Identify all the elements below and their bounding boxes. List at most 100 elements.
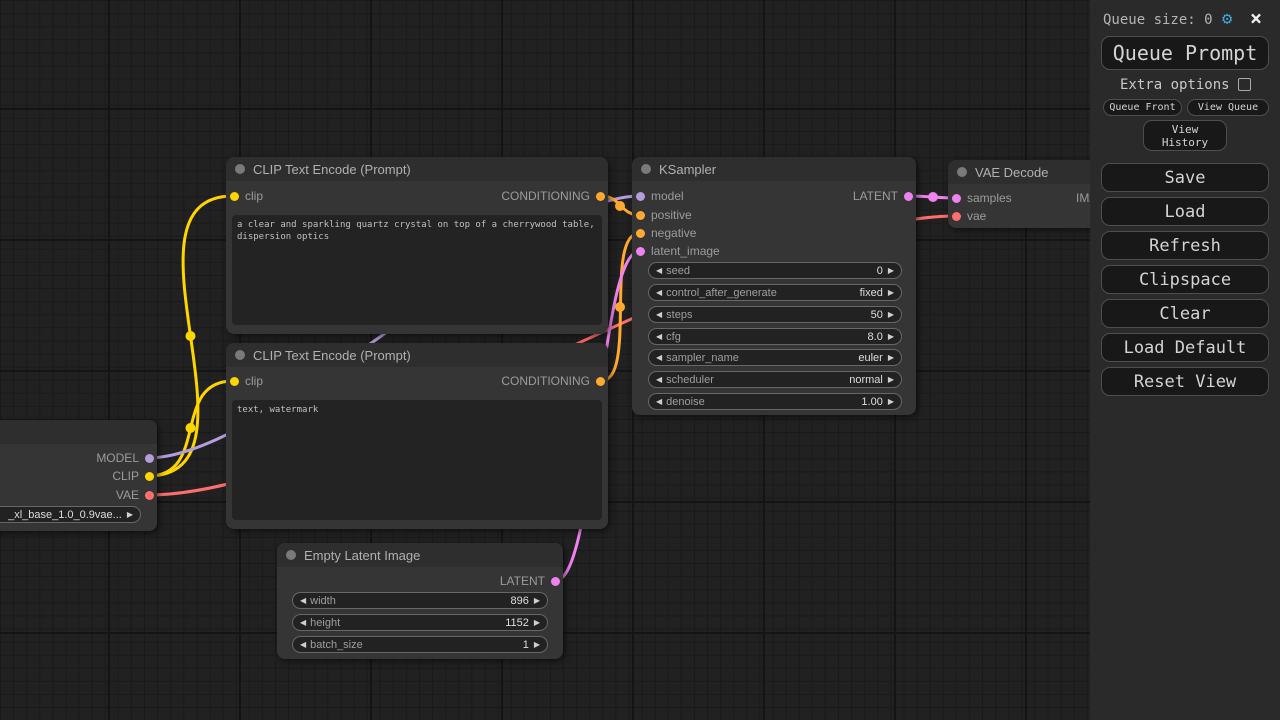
output-latent[interactable]: LATENT bbox=[500, 574, 560, 588]
conditioning-port-dot[interactable] bbox=[596, 191, 605, 201]
input-model[interactable]: model bbox=[636, 189, 684, 203]
close-icon[interactable]: × bbox=[1250, 6, 1263, 30]
queue-prompt-button[interactable]: Queue Prompt bbox=[1101, 36, 1269, 70]
width-widget[interactable]: ◀ width 896 ▶ bbox=[292, 592, 548, 609]
input-clip[interactable]: clip bbox=[230, 374, 263, 388]
widget-left-arrow-icon[interactable]: ◀ bbox=[656, 331, 663, 341]
widget-right-arrow-icon[interactable]: ▶ bbox=[887, 396, 894, 406]
widget-right-arrow-icon[interactable]: ▶ bbox=[887, 287, 894, 297]
collapse-dot[interactable] bbox=[641, 164, 651, 174]
widget-left-arrow-icon[interactable]: ◀ bbox=[656, 352, 663, 362]
collapse-dot[interactable] bbox=[235, 350, 245, 360]
node-empty-latent-image[interactable]: Empty Latent Image LATENT ◀ width 896 ▶ … bbox=[277, 543, 563, 659]
output-conditioning[interactable]: CONDITIONING bbox=[501, 374, 605, 388]
widget-right-arrow-icon[interactable]: ▶ bbox=[887, 309, 894, 319]
node-titlebar[interactable]: Empty Latent Image bbox=[277, 543, 563, 567]
widget-right-arrow-icon[interactable]: ▶ bbox=[887, 352, 894, 362]
batch-size-widget[interactable]: ◀ batch_size 1 ▶ bbox=[292, 636, 548, 653]
latent-port-dot[interactable] bbox=[952, 193, 961, 203]
load-button[interactable]: Load bbox=[1101, 197, 1269, 226]
widget-left-arrow-icon[interactable]: ◀ bbox=[300, 639, 307, 649]
negative-prompt-textarea[interactable]: text, watermark bbox=[232, 400, 602, 520]
node-clip-text-encode-negative[interactable]: CLIP Text Encode (Prompt) clip CONDITION… bbox=[226, 343, 608, 529]
node-titlebar[interactable] bbox=[0, 420, 157, 444]
load-default-button[interactable]: Load Default bbox=[1101, 333, 1269, 362]
widget-left-arrow-icon[interactable]: ◀ bbox=[300, 595, 307, 605]
collapse-dot[interactable] bbox=[286, 550, 296, 560]
widget-right-arrow-icon[interactable]: ▶ bbox=[887, 331, 894, 341]
clip-port-dot[interactable] bbox=[145, 471, 154, 481]
widget-left-arrow-icon[interactable]: ◀ bbox=[656, 265, 663, 275]
input-latent-image[interactable]: latent_image bbox=[636, 244, 720, 258]
input-positive[interactable]: positive bbox=[636, 208, 692, 222]
cfg-widget[interactable]: ◀ cfg 8.0 ▶ bbox=[648, 328, 902, 345]
input-negative[interactable]: negative bbox=[636, 226, 696, 240]
node-clip-text-encode-positive[interactable]: CLIP Text Encode (Prompt) clip CONDITION… bbox=[226, 157, 608, 334]
widget-right-arrow-icon[interactable]: ▶ bbox=[887, 265, 894, 275]
ckpt-name-widget[interactable]: _xl_base_1.0_0.9vae... ▶ bbox=[0, 506, 141, 523]
reset-view-button[interactable]: Reset View bbox=[1101, 367, 1269, 396]
input-clip[interactable]: clip bbox=[230, 189, 263, 203]
positive-prompt-textarea[interactable]: a clear and sparkling quartz crystal on … bbox=[232, 215, 602, 325]
seed-widget[interactable]: ◀ seed 0 ▶ bbox=[648, 262, 902, 279]
widget-left-arrow-icon[interactable]: ◀ bbox=[656, 287, 663, 297]
scheduler-widget[interactable]: ◀ scheduler normal ▶ bbox=[648, 371, 902, 388]
clipspace-button[interactable]: Clipspace bbox=[1101, 265, 1269, 294]
conditioning-port-dot[interactable] bbox=[636, 228, 645, 238]
output-model[interactable]: MODEL bbox=[96, 451, 154, 465]
view-queue-button[interactable]: View Queue bbox=[1187, 99, 1269, 116]
widget-right-arrow-icon[interactable]: ▶ bbox=[126, 509, 133, 519]
conditioning-port-dot[interactable] bbox=[636, 210, 645, 220]
widget-label: sampler_name bbox=[666, 351, 739, 364]
conditioning-port-dot[interactable] bbox=[596, 376, 605, 386]
node-titlebar[interactable]: KSampler bbox=[632, 157, 916, 181]
port-label: VAE bbox=[115, 488, 139, 502]
output-clip[interactable]: CLIP bbox=[112, 469, 154, 483]
widget-left-arrow-icon[interactable]: ◀ bbox=[656, 309, 663, 319]
collapse-dot[interactable] bbox=[957, 167, 967, 177]
widget-right-arrow-icon[interactable]: ▶ bbox=[887, 374, 894, 384]
widget-label: seed bbox=[666, 264, 691, 277]
node-titlebar[interactable]: VAE Decode bbox=[948, 160, 1090, 184]
output-vae[interactable]: VAE bbox=[116, 488, 154, 502]
vae-port-dot[interactable] bbox=[145, 490, 154, 500]
model-port-dot[interactable] bbox=[636, 191, 645, 201]
input-vae[interactable]: vae bbox=[952, 209, 986, 223]
clip-port-dot[interactable] bbox=[230, 376, 239, 386]
extra-options-checkbox[interactable] bbox=[1238, 78, 1251, 91]
denoise-widget[interactable]: ◀ denoise 1.00 ▶ bbox=[648, 393, 902, 410]
sampler-name-widget[interactable]: ◀ sampler_name euler ▶ bbox=[648, 349, 902, 366]
widget-left-arrow-icon[interactable]: ◀ bbox=[656, 396, 663, 406]
height-widget[interactable]: ◀ height 1152 ▶ bbox=[292, 614, 548, 631]
clip-port-dot[interactable] bbox=[230, 191, 239, 201]
refresh-button[interactable]: Refresh bbox=[1101, 231, 1269, 260]
vae-port-dot[interactable] bbox=[952, 211, 961, 221]
model-port-dot[interactable] bbox=[145, 453, 154, 463]
node-titlebar[interactable]: CLIP Text Encode (Prompt) bbox=[226, 157, 608, 181]
widget-right-arrow-icon[interactable]: ▶ bbox=[533, 639, 540, 649]
control-after-generate-widget[interactable]: ◀ control_after_generate fixed ▶ bbox=[648, 284, 902, 301]
latent-port-dot[interactable] bbox=[551, 576, 560, 586]
node-ksampler[interactable]: KSampler model positive negative latent_… bbox=[632, 157, 916, 415]
clear-button[interactable]: Clear bbox=[1101, 299, 1269, 328]
view-history-button[interactable]: View History bbox=[1143, 120, 1227, 151]
widget-right-arrow-icon[interactable]: ▶ bbox=[533, 595, 540, 605]
latent-port-dot[interactable] bbox=[904, 191, 913, 201]
widget-right-arrow-icon[interactable]: ▶ bbox=[533, 617, 540, 627]
widget-left-arrow-icon[interactable]: ◀ bbox=[300, 617, 307, 627]
output-latent[interactable]: LATENT bbox=[853, 189, 913, 203]
widget-left-arrow-icon[interactable]: ◀ bbox=[656, 374, 663, 384]
node-canvas[interactable]: MODEL CLIP VAE _xl_base_1.0_0.9vae... ▶ … bbox=[0, 0, 1090, 720]
settings-gear-icon[interactable]: ⚙ bbox=[1222, 9, 1233, 29]
queue-front-button[interactable]: Queue Front bbox=[1103, 99, 1182, 116]
save-button[interactable]: Save bbox=[1101, 163, 1269, 192]
latent-port-dot[interactable] bbox=[636, 246, 645, 256]
steps-widget[interactable]: ◀ steps 50 ▶ bbox=[648, 306, 902, 323]
node-vae-decode[interactable]: VAE Decode samples vae IMAGE bbox=[948, 160, 1090, 228]
widget-label: denoise bbox=[666, 395, 705, 408]
output-conditioning[interactable]: CONDITIONING bbox=[501, 189, 605, 203]
input-samples[interactable]: samples bbox=[952, 191, 1012, 205]
node-load-checkpoint[interactable]: MODEL CLIP VAE _xl_base_1.0_0.9vae... ▶ bbox=[0, 420, 157, 531]
collapse-dot[interactable] bbox=[235, 164, 245, 174]
node-titlebar[interactable]: CLIP Text Encode (Prompt) bbox=[226, 343, 608, 367]
